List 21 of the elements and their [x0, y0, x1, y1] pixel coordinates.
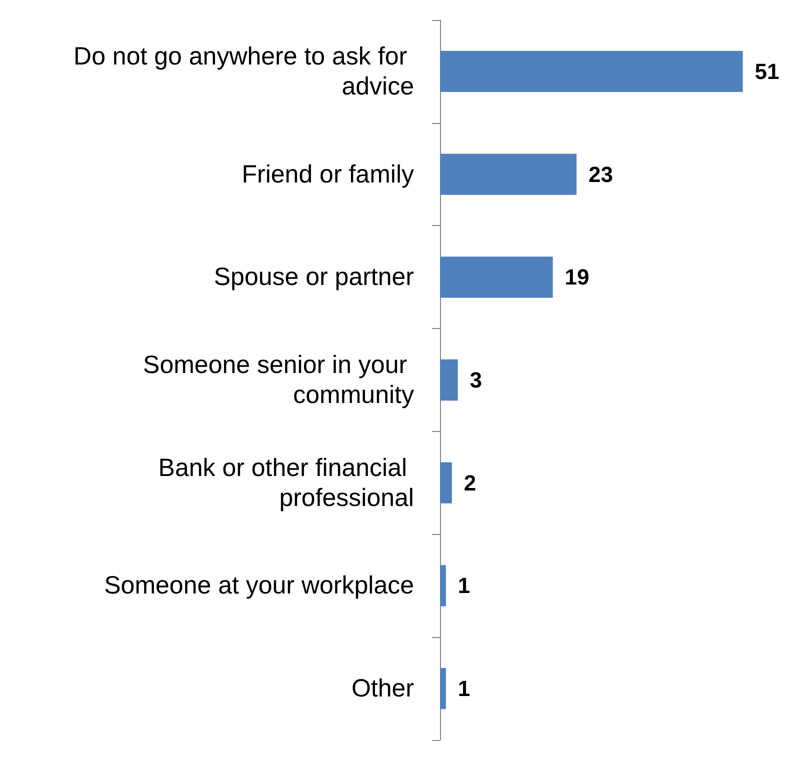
data-label: 23	[588, 162, 614, 187]
bar	[440, 256, 553, 298]
y-tick-label: Friend or family	[242, 160, 414, 188]
bar	[440, 359, 458, 401]
bar	[440, 668, 446, 710]
y-tick-label: Other	[351, 674, 414, 703]
data-label: 1	[458, 573, 470, 598]
y-tick-label: Bank or other financial professional	[158, 454, 414, 512]
data-label: 3	[470, 368, 482, 392]
data-label: 1	[458, 676, 470, 702]
y-tick-label: Do not go anywhere to ask for advice	[74, 42, 414, 100]
bar	[440, 154, 577, 195]
bar	[440, 50, 743, 92]
bar	[440, 462, 452, 504]
data-label: 19	[564, 264, 590, 290]
y-tick-label: Someone senior in your community	[143, 351, 414, 409]
data-label: 51	[754, 58, 780, 84]
y-tick-label: Spouse or partner	[214, 263, 414, 292]
data-label: 2	[464, 470, 476, 496]
bar	[440, 565, 446, 606]
y-tick-label: Someone at your workplace	[104, 572, 414, 600]
